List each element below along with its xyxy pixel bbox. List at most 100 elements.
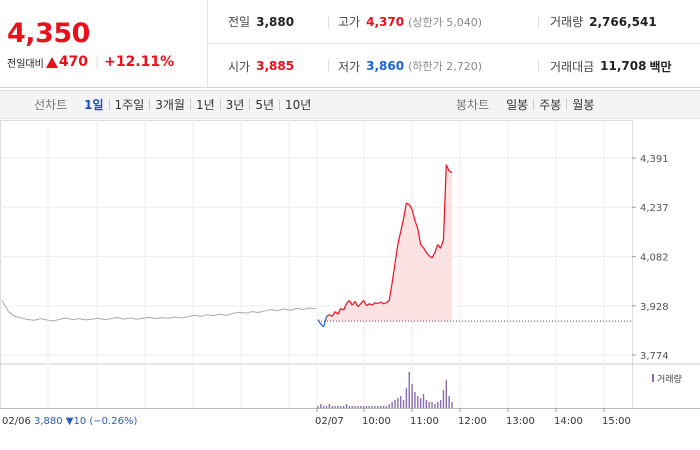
today-line-segment	[343, 303, 348, 311]
toolbar-divider	[249, 99, 251, 110]
change-percent: +12.11%	[104, 54, 175, 70]
period-tab-2[interactable]: 3개월	[155, 98, 185, 112]
volume-bar	[431, 402, 433, 408]
today-line-segment	[425, 252, 430, 257]
volume-bar	[345, 404, 348, 408]
prev-close-label: 전일	[228, 15, 251, 29]
today-line-segment	[326, 314, 330, 317]
volume-bar	[391, 402, 393, 408]
period-tab-0[interactable]: 1일	[84, 98, 104, 112]
volume-bar	[437, 402, 439, 408]
volume-bar	[402, 400, 405, 408]
volume-bar	[399, 396, 402, 408]
price-chart[interactable]: 4,391 4,237 4,082 3,928 3,774 거래량 02/06 3,880 ▼…	[0, 120, 700, 450]
today-line-segment	[369, 303, 373, 306]
candle-tab-2[interactable]: 월봉	[572, 98, 595, 112]
today-line-segment	[422, 247, 427, 253]
toolbar-divider	[149, 99, 151, 110]
volume-bar	[325, 406, 328, 408]
volume-value: 2,766,541	[589, 14, 657, 29]
today-line-segment	[363, 300, 367, 307]
gain-area	[318, 164, 452, 322]
line-chart-periods: 선차트 1일 1주일 3개월 1년 3년 5년 10년	[34, 91, 316, 118]
today-line-segment	[331, 311, 336, 317]
volume-bar	[368, 406, 371, 408]
low-cell: 저가 3,860 (하한가 2,720)	[338, 58, 482, 75]
today-line-segment	[437, 244, 442, 249]
period-tab-6[interactable]: 10년	[285, 98, 312, 112]
up-triangle-icon	[45, 56, 58, 68]
today-line-segment	[440, 239, 445, 249]
today-line-segment	[380, 301, 384, 305]
quote-panel: 4,350 전일대비 470 | +12.11% 전일 3,880 고가 4,3…	[0, 0, 700, 88]
volume-bar	[342, 406, 345, 408]
period-tab-5[interactable]: 5년	[255, 98, 275, 112]
toolbar-divider	[189, 99, 191, 110]
today-line-segment	[397, 231, 402, 245]
candle-tab-1[interactable]: 주봉	[539, 98, 562, 112]
today-line-segment	[411, 209, 416, 221]
volume-bar	[331, 406, 333, 408]
today-line-segment	[323, 316, 328, 328]
turnover-label: 거래대금	[550, 59, 595, 74]
today-line-segment	[348, 300, 353, 306]
x-tick-label: 13:00	[506, 416, 535, 427]
volume-bar	[428, 402, 430, 408]
high-cell: 고가 4,370 (상한가 5,040)	[338, 13, 482, 30]
period-tab-4[interactable]: 3년	[225, 98, 245, 112]
volume-bar	[425, 400, 428, 408]
volume-bar	[334, 406, 336, 408]
volume-bar	[408, 372, 410, 408]
volume-bar	[371, 406, 373, 408]
today-line-segment	[374, 302, 379, 305]
volume-bar	[414, 392, 416, 408]
prev-close-cell: 전일 3,880	[228, 13, 294, 30]
period-tab-3[interactable]: 1년	[195, 98, 215, 112]
volume-bar	[360, 406, 362, 408]
volume-bar	[397, 398, 399, 408]
divider	[538, 15, 539, 28]
low-label: 저가	[338, 59, 361, 74]
high-value: 4,370	[366, 14, 405, 29]
toolbar-divider	[566, 99, 568, 110]
stat-row-1: 전일 3,880 고가 4,370 (상한가 5,040) 거래량 2,766,…	[208, 0, 700, 44]
today-line-segment	[337, 308, 342, 315]
today-line-segment	[377, 301, 382, 305]
volume-bar	[451, 402, 453, 408]
x-tick-label: 12:00	[458, 416, 487, 427]
today-line-segment	[383, 302, 387, 305]
current-price: 4,350	[7, 18, 90, 49]
low-value: 3,860	[366, 59, 405, 73]
change-row: 전일대비 470 | +12.11%	[7, 54, 174, 70]
open-value: 3,885	[256, 59, 295, 73]
lower-limit: (하한가 2,720)	[408, 60, 482, 73]
candle-chart-title: 봉차트	[456, 98, 490, 112]
volume-bar	[380, 406, 382, 408]
today-line-segment	[448, 170, 453, 174]
turnover-cell: 거래대금 11,708 백만	[550, 58, 672, 75]
today-line-segment	[386, 299, 390, 304]
y-tick-label: 3,774	[640, 351, 669, 362]
divider	[538, 60, 539, 72]
volume-bar	[411, 384, 413, 408]
today-line-segment	[414, 220, 419, 229]
today-line-segment	[402, 202, 407, 220]
volume-bar	[320, 404, 322, 408]
prev-day-date: 02/06	[2, 416, 31, 427]
candle-tab-0[interactable]: 일봉	[506, 98, 529, 112]
chart-canvas[interactable]: 4,391 4,237 4,082 3,928 3,774 거래량 02/06 3,880 ▼…	[0, 120, 700, 450]
high-label: 고가	[338, 15, 361, 29]
open-cell: 시가 3,885	[228, 58, 294, 75]
volume-bar	[365, 406, 368, 408]
line-chart-title: 선차트	[34, 98, 68, 112]
today-line-segment	[445, 164, 450, 172]
today-line-segment	[406, 202, 410, 206]
today-line-segment	[346, 300, 350, 304]
volume-bar	[382, 406, 385, 408]
volume-bar	[351, 406, 353, 408]
open-label: 시가	[228, 59, 251, 74]
volume-bar	[448, 396, 450, 408]
x-tick-label: 15:00	[602, 416, 631, 427]
period-tab-1[interactable]: 1주일	[114, 98, 145, 112]
turnover-value: 11,708	[600, 59, 647, 73]
